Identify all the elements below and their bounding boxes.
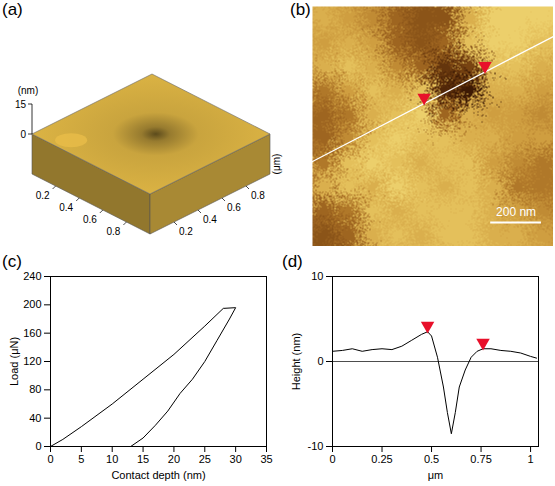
svg-text:10: 10 <box>106 453 118 465</box>
svg-text:0: 0 <box>35 440 41 452</box>
svg-text:10: 10 <box>311 270 323 282</box>
svg-text:0.2: 0.2 <box>36 190 50 201</box>
svg-text:15: 15 <box>137 453 149 465</box>
svg-text:20: 20 <box>168 453 180 465</box>
svg-text:200: 200 <box>23 298 41 310</box>
svg-text:160: 160 <box>23 327 41 339</box>
svg-text:15: 15 <box>15 99 27 110</box>
svg-text:0.8: 0.8 <box>251 190 265 201</box>
svg-text:0: 0 <box>317 355 323 367</box>
html-text:(a): (a) <box>2 0 23 19</box>
svg-text:35: 35 <box>260 453 272 465</box>
svg-text:0: 0 <box>20 129 26 140</box>
svg-text:0.5: 0.5 <box>424 453 439 465</box>
svg-text:1: 1 <box>528 453 534 465</box>
svg-text:30: 30 <box>230 453 242 465</box>
svg-text:120: 120 <box>23 355 41 367</box>
svg-text:5: 5 <box>78 453 84 465</box>
svg-text:0: 0 <box>329 453 335 465</box>
svg-text:25: 25 <box>199 453 211 465</box>
svg-text:0.8: 0.8 <box>106 226 120 237</box>
svg-text:0.4: 0.4 <box>203 214 217 225</box>
svg-text:0.4: 0.4 <box>59 202 73 213</box>
svg-text:Height (nm): Height (nm) <box>290 333 302 390</box>
svg-text:80: 80 <box>29 383 41 395</box>
svg-text:200 nm: 200 nm <box>496 205 536 219</box>
svg-text:0.2: 0.2 <box>179 226 193 237</box>
svg-text:40: 40 <box>29 412 41 424</box>
svg-text:0.75: 0.75 <box>470 453 491 465</box>
html-text:(c): (c) <box>2 252 22 271</box>
svg-text:Load (μN): Load (μN) <box>8 337 20 386</box>
svg-text:(μm): (μm) <box>271 154 282 175</box>
html-text:(d): (d) <box>282 252 303 271</box>
svg-text:Contact depth (nm): Contact depth (nm) <box>111 469 205 481</box>
svg-text:0.25: 0.25 <box>371 453 392 465</box>
svg-text:0.6: 0.6 <box>227 202 241 213</box>
svg-text:-10: -10 <box>308 440 324 452</box>
html-text:(b): (b) <box>290 0 311 19</box>
svg-text:0.6: 0.6 <box>83 214 97 225</box>
svg-text:(nm): (nm) <box>18 85 39 96</box>
svg-text:μm: μm <box>428 469 444 481</box>
svg-text:0: 0 <box>47 453 53 465</box>
svg-text:240: 240 <box>23 270 41 282</box>
